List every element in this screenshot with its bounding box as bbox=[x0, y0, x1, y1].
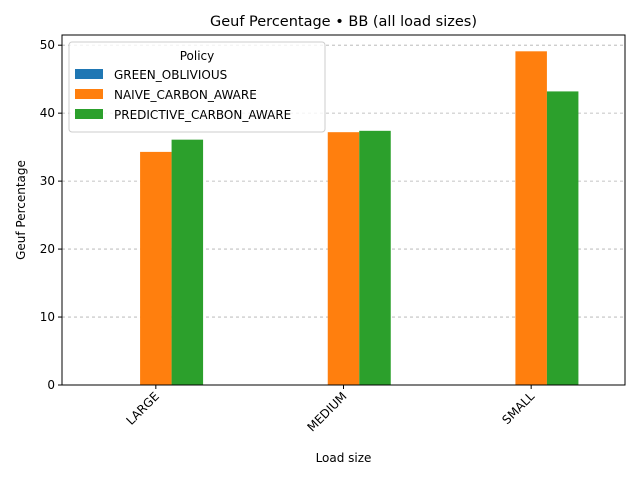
x-axis: LARGE MEDIUM SMALL bbox=[123, 385, 538, 434]
bar-naive-carbon-aware-large bbox=[140, 151, 172, 385]
y-tick-label: 50 bbox=[40, 38, 55, 52]
y-tick-label: 20 bbox=[40, 242, 55, 256]
y-axis: 0 10 20 30 40 50 bbox=[40, 38, 62, 392]
y-tick-label: 10 bbox=[40, 310, 55, 324]
legend-swatch bbox=[75, 109, 103, 119]
legend: Policy GREEN_OBLIVIOUS NAIVE_CARBON_AWARE… bbox=[68, 41, 326, 133]
legend-items: GREEN_OBLIVIOUS NAIVE_CARBON_AWARE PREDICT… bbox=[75, 68, 291, 122]
y-axis-label: Geuf Percentage bbox=[14, 160, 28, 260]
legend-label: GREEN_OBLIVIOUS bbox=[114, 68, 227, 82]
bar-naive-carbon-aware-small bbox=[515, 51, 547, 386]
y-tick-label: 30 bbox=[40, 174, 55, 188]
x-axis-label: Load size bbox=[316, 451, 372, 465]
chart-title: Geuf Percentage • BB (all load sizes) bbox=[210, 14, 477, 30]
x-tick-label: SMALL bbox=[499, 389, 537, 427]
x-tick-label: LARGE bbox=[123, 389, 161, 427]
y-tick-label: 40 bbox=[40, 106, 55, 120]
legend-title: Policy bbox=[180, 49, 215, 63]
legend-label: NAIVE_CARBON_AWARE bbox=[114, 88, 257, 102]
legend-label: PREDICTIVE_CARBON_AWARE bbox=[114, 108, 291, 122]
legend-box bbox=[68, 41, 326, 133]
x-tick-label: MEDIUM bbox=[304, 389, 349, 434]
bar-predictive-carbon-aware-large bbox=[171, 139, 204, 385]
y-tick-label: 0 bbox=[47, 378, 55, 392]
bars bbox=[140, 51, 579, 386]
legend-swatch bbox=[75, 69, 103, 79]
bar-predictive-carbon-aware-small bbox=[546, 91, 579, 385]
bar-predictive-carbon-aware-medium bbox=[359, 130, 391, 385]
bar-naive-carbon-aware-medium bbox=[327, 132, 360, 385]
legend-swatch bbox=[75, 89, 103, 99]
